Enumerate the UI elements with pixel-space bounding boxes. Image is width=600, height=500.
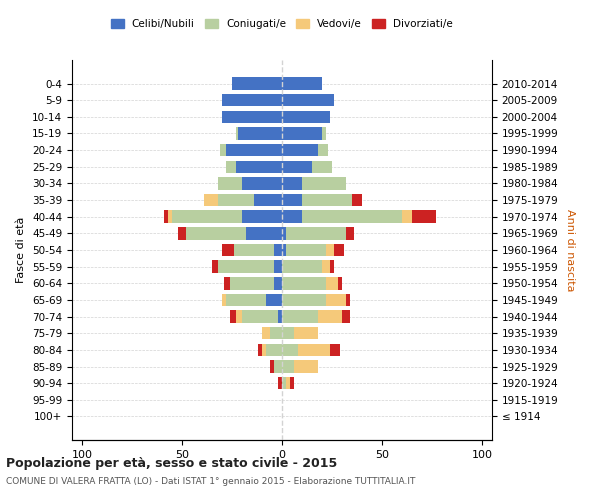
Bar xyxy=(246,227,282,239)
Bar xyxy=(178,227,186,239)
Bar xyxy=(186,227,246,239)
Bar xyxy=(412,210,436,223)
Bar xyxy=(222,94,282,106)
Bar xyxy=(322,260,330,273)
Bar xyxy=(402,210,412,223)
Bar xyxy=(342,310,350,323)
Bar xyxy=(242,310,278,323)
Bar xyxy=(282,310,318,323)
Bar xyxy=(254,194,282,206)
Bar xyxy=(226,160,236,173)
Bar xyxy=(282,144,318,156)
Bar xyxy=(298,344,330,356)
Bar xyxy=(334,244,344,256)
Bar xyxy=(282,127,322,140)
Bar xyxy=(266,294,282,306)
Bar xyxy=(282,78,322,90)
Bar xyxy=(326,277,338,289)
Bar xyxy=(318,310,342,323)
Bar xyxy=(326,244,334,256)
Bar xyxy=(282,177,302,190)
Y-axis label: Fasce di età: Fasce di età xyxy=(16,217,26,283)
Bar xyxy=(326,294,346,306)
Bar xyxy=(222,294,226,306)
Bar xyxy=(330,260,334,273)
Bar xyxy=(318,144,328,156)
Bar xyxy=(222,244,234,256)
Y-axis label: Anni di nascita: Anni di nascita xyxy=(565,209,575,291)
Bar xyxy=(282,160,312,173)
Bar xyxy=(236,127,238,140)
Bar xyxy=(274,260,282,273)
Bar xyxy=(346,227,354,239)
Bar xyxy=(282,194,302,206)
Bar xyxy=(270,360,274,373)
Bar xyxy=(218,177,242,190)
Bar xyxy=(236,310,242,323)
Bar xyxy=(218,260,274,273)
Bar xyxy=(234,244,274,256)
Bar xyxy=(226,144,282,156)
Bar xyxy=(322,127,326,140)
Bar xyxy=(262,327,270,340)
Bar xyxy=(286,377,290,390)
Bar xyxy=(282,94,334,106)
Text: COMUNE DI VALERA FRATTA (LO) - Dati ISTAT 1° gennaio 2015 - Elaborazione TUTTITA: COMUNE DI VALERA FRATTA (LO) - Dati ISTA… xyxy=(6,477,415,486)
Bar xyxy=(312,160,332,173)
Bar xyxy=(282,277,326,289)
Bar xyxy=(230,277,274,289)
Bar xyxy=(172,210,242,223)
Bar xyxy=(282,344,298,356)
Bar xyxy=(282,260,322,273)
Bar xyxy=(262,344,266,356)
Bar xyxy=(238,127,282,140)
Bar xyxy=(220,144,226,156)
Bar xyxy=(274,244,282,256)
Bar xyxy=(274,360,282,373)
Bar xyxy=(274,277,282,289)
Bar xyxy=(302,177,346,190)
Legend: Celibi/Nubili, Coniugati/e, Vedovi/e, Divorziati/e: Celibi/Nubili, Coniugati/e, Vedovi/e, Di… xyxy=(108,16,456,32)
Bar xyxy=(168,210,172,223)
Bar xyxy=(338,277,342,289)
Bar xyxy=(290,377,294,390)
Bar xyxy=(204,194,218,206)
Bar xyxy=(286,244,326,256)
Bar xyxy=(224,277,230,289)
Bar xyxy=(282,210,302,223)
Bar xyxy=(294,327,318,340)
Bar xyxy=(226,294,266,306)
Bar xyxy=(302,210,402,223)
Bar xyxy=(282,377,286,390)
Bar xyxy=(266,344,282,356)
Bar xyxy=(218,194,254,206)
Text: Popolazione per età, sesso e stato civile - 2015: Popolazione per età, sesso e stato civil… xyxy=(6,458,337,470)
Bar xyxy=(242,177,282,190)
Bar xyxy=(222,110,282,123)
Bar xyxy=(282,294,326,306)
Bar xyxy=(282,327,294,340)
Bar xyxy=(258,344,262,356)
Bar xyxy=(236,160,282,173)
Bar xyxy=(282,244,286,256)
Bar xyxy=(282,360,294,373)
Bar xyxy=(330,344,340,356)
Bar xyxy=(294,360,318,373)
Bar xyxy=(164,210,168,223)
Bar xyxy=(282,110,330,123)
Bar xyxy=(302,194,352,206)
Bar xyxy=(282,227,286,239)
Bar xyxy=(212,260,218,273)
Bar xyxy=(286,227,346,239)
Bar xyxy=(278,310,282,323)
Bar xyxy=(232,78,282,90)
Bar xyxy=(230,310,236,323)
Bar xyxy=(278,377,282,390)
Bar xyxy=(242,210,282,223)
Bar xyxy=(352,194,362,206)
Bar xyxy=(346,294,350,306)
Bar xyxy=(270,327,282,340)
